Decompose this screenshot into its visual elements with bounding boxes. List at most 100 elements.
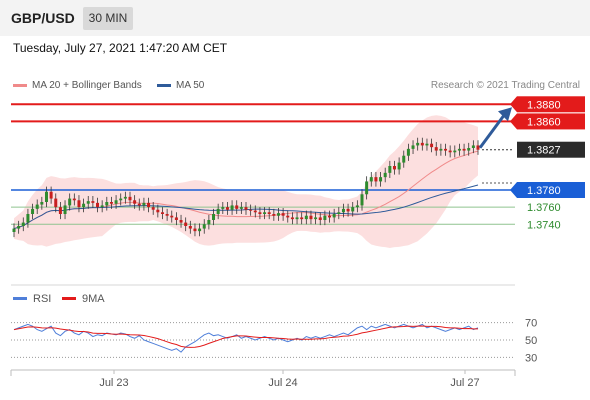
bollinger-band (14, 115, 478, 248)
candle-body (444, 148, 448, 151)
candle-body (416, 142, 420, 146)
forecast-arrow-head (498, 107, 512, 122)
candle-body (137, 203, 141, 206)
candle-body (207, 220, 211, 225)
candle-body (202, 224, 206, 229)
candle-body (402, 155, 406, 163)
candle-body (151, 207, 155, 210)
resistance-tag (517, 96, 585, 113)
rsi-legend: RSI 9MA (13, 293, 105, 305)
candle-body (230, 205, 234, 210)
rsi-line (13, 323, 479, 353)
resistance-tag (517, 113, 585, 130)
candle-body (216, 208, 220, 214)
candle-body (31, 208, 35, 214)
candle-body (105, 202, 109, 206)
rsi-ma-line (13, 325, 478, 348)
timestamp: Tuesday, July 27, 2021 1:47:20 AM CET (13, 41, 228, 55)
candle-body (114, 200, 118, 204)
x-tick-label: Jul 24 (268, 377, 297, 389)
candle-body (96, 202, 100, 208)
candle-body (318, 217, 322, 220)
candle-body (397, 162, 401, 170)
price-tags: 1.3880 1.3860 1.3827 1.3780 1.3760 1.3740 (510, 96, 585, 231)
candle-body (453, 150, 457, 153)
candle-body (128, 196, 132, 201)
resistance-label: 1.3880 (527, 99, 561, 111)
symbol-label: GBP/USD (11, 10, 75, 26)
candle-body (290, 217, 294, 220)
forecast-arrow (478, 107, 512, 149)
candle-body (346, 208, 350, 212)
candle-body (239, 207, 243, 209)
candle-body (467, 148, 471, 151)
candle-body (332, 214, 336, 218)
candle-body (188, 226, 192, 229)
candle-body (457, 148, 461, 151)
candle-body (184, 222, 188, 226)
candle-body (392, 166, 396, 170)
support-tag-pointer (510, 182, 517, 198)
candle-body (267, 212, 271, 214)
candle-body (21, 222, 25, 226)
candle-body (86, 201, 90, 204)
candle-body (44, 191, 48, 202)
candle-body (12, 228, 16, 232)
rsi-tick-label: 70 (525, 318, 537, 330)
candle-body (258, 212, 262, 214)
forecast-arrow-shaft (478, 114, 506, 149)
rsi-panel: RSI 9MA 70 50 30 (11, 293, 537, 364)
x-tick-label: Jul 23 (99, 377, 128, 389)
candle-body (72, 198, 76, 201)
rsi-ma-swatch (62, 297, 76, 300)
candle-body (365, 181, 369, 195)
candle-body (351, 207, 355, 212)
candle-body (379, 177, 383, 182)
candle-body (82, 203, 86, 208)
price-panel: 1.3880 1.3860 1.3827 1.3780 1.3760 1.3740 (11, 96, 585, 286)
candle-body (109, 202, 113, 204)
candle-body (281, 213, 285, 216)
candle-body (388, 166, 392, 173)
rsi-tick-label: 50 (525, 335, 537, 347)
rsi-ma-legend-label: 9MA (82, 293, 105, 305)
candle-body (40, 202, 44, 205)
candle-body (272, 214, 276, 216)
candle-body (304, 215, 308, 220)
candle-body (471, 145, 475, 148)
support-label: 1.3780 (527, 185, 561, 197)
candle-body (198, 228, 202, 232)
candle-body (212, 214, 216, 220)
candle-body (35, 204, 39, 209)
candle-body (360, 194, 364, 206)
ma50-swatch (157, 83, 171, 87)
candle-body (165, 214, 169, 216)
candle-body (420, 142, 424, 146)
rsi-swatch (13, 297, 27, 300)
ma20-swatch (13, 83, 27, 87)
candle-body (439, 148, 443, 151)
candle-body (68, 198, 72, 206)
candle-body (462, 148, 466, 151)
resistance-label: 1.3860 (527, 116, 561, 128)
candle-body (411, 145, 415, 149)
candle-body (49, 191, 53, 199)
candle-body (160, 212, 164, 214)
bollinger-band-area (14, 115, 478, 248)
current-price-tag (517, 141, 585, 158)
minor-level-label: 1.3740 (527, 219, 561, 231)
candle-body (300, 217, 304, 220)
timeframe-button[interactable]: 30 MIN (83, 7, 133, 30)
legend-ma50: MA 50 (157, 80, 204, 91)
candle-body (323, 215, 327, 220)
candle-body (156, 209, 160, 213)
candle-body (374, 177, 378, 182)
legend-ma20: MA 20 + Bollinger Bands (13, 80, 142, 91)
candle-body (286, 215, 290, 218)
candle-body (309, 215, 313, 220)
support-tag (517, 182, 585, 198)
candle-body (119, 198, 123, 201)
candle-body (235, 205, 239, 209)
x-tick-label: Jul 27 (450, 377, 479, 389)
